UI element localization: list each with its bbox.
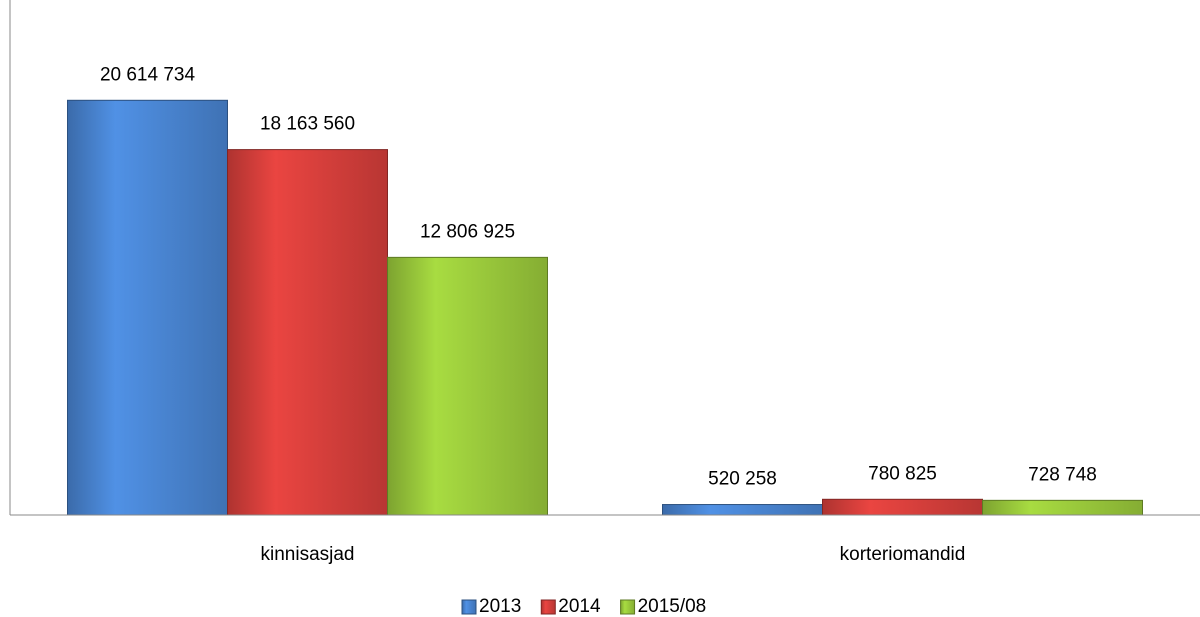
bar [662,504,823,516]
legend-label: 2013 [479,596,521,617]
value-label: 728 748 [1028,464,1097,485]
bar [982,499,1143,516]
value-label: 18 163 560 [260,114,355,135]
value-label: 20 614 734 [100,64,196,85]
x-tick-label: kinnisasjad [261,544,355,565]
x-tick-label: korteriomandid [840,544,966,565]
bar [387,256,548,516]
bar [822,498,983,516]
bar [67,99,228,516]
bar [227,149,388,516]
legend-label: 2015/08 [638,596,707,617]
value-label: 780 825 [868,463,937,484]
legend-swatch [540,599,556,615]
legend-swatch [461,599,477,615]
value-label: 520 258 [708,469,777,490]
legend-swatch [620,599,636,615]
legend-label: 2014 [558,596,601,617]
value-label: 12 806 925 [420,221,515,242]
